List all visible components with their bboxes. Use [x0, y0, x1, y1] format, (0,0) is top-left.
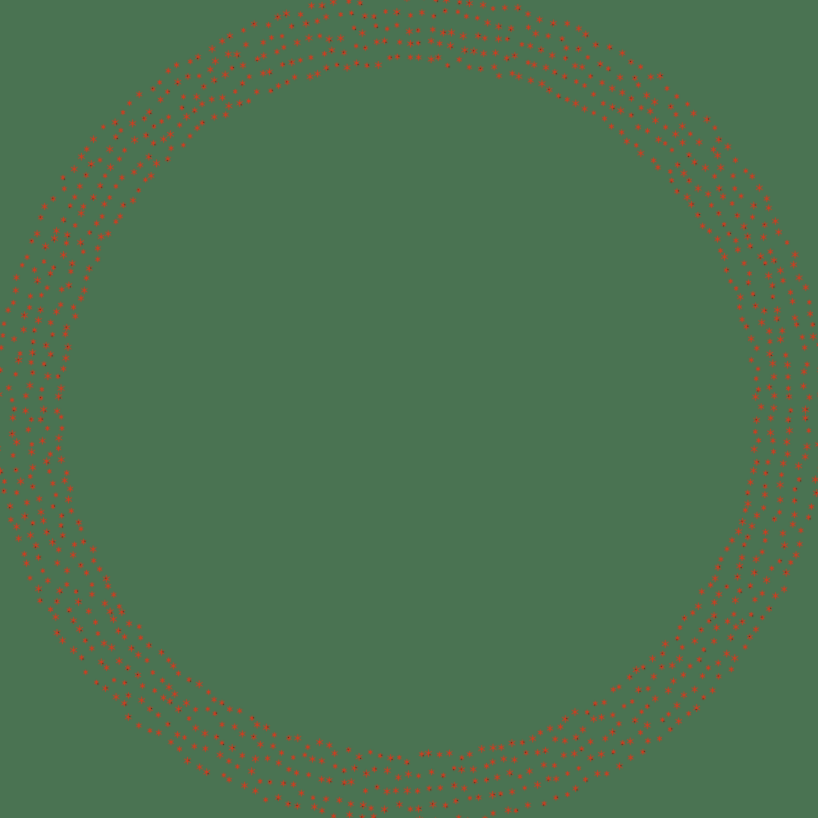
- polar-scatter-plot: [0, 0, 818, 818]
- figure-canvas-container: [0, 0, 818, 818]
